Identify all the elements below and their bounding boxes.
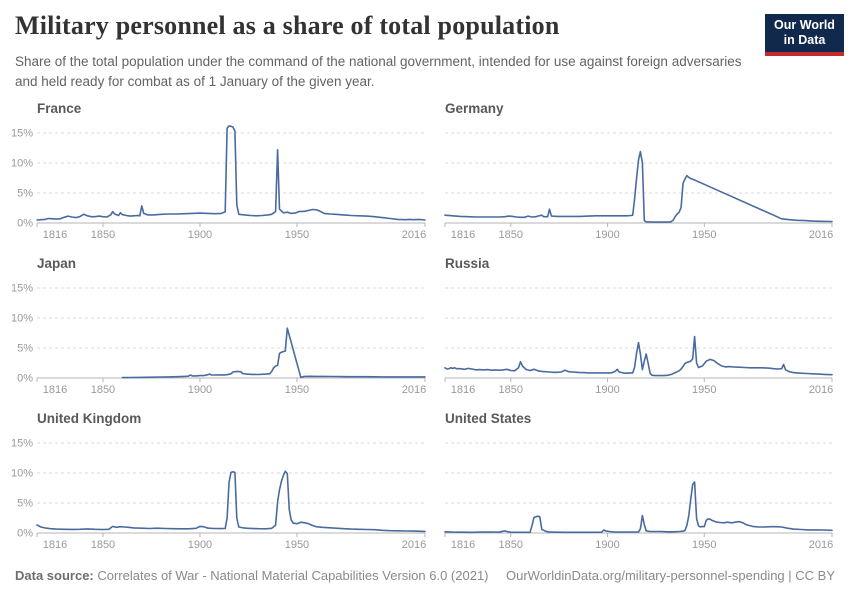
svg-text:1850: 1850	[499, 384, 523, 396]
svg-text:15%: 15%	[11, 283, 33, 295]
svg-text:2016: 2016	[809, 229, 833, 241]
svg-text:2016: 2016	[809, 384, 833, 396]
svg-text:1850: 1850	[91, 229, 115, 241]
panel-title-france: France	[37, 101, 82, 116]
svg-text:1816: 1816	[451, 384, 475, 396]
svg-text:2016: 2016	[809, 539, 833, 551]
svg-text:2016: 2016	[402, 384, 426, 396]
svg-text:15%: 15%	[11, 128, 33, 140]
owid-logo-line2: in Data	[783, 33, 826, 47]
svg-text:2016: 2016	[402, 229, 426, 241]
svg-text:1816: 1816	[43, 384, 67, 396]
france-line-chart: 1816 1850 1900 1950 2016 15% 10% 5% 0%	[11, 124, 426, 241]
svg-text:1816: 1816	[451, 229, 475, 241]
russia-line-chart: 1816 1850 1900 1950 2016	[444, 287, 833, 396]
svg-text:1850: 1850	[91, 384, 115, 396]
united-kingdom-line-chart: 1816 1850 1900 1950 2016 15% 10% 5% 0%	[11, 438, 426, 552]
united-states-line-chart: 1816 1850 1900 1950 2016	[444, 442, 833, 551]
svg-text:1950: 1950	[285, 539, 309, 551]
chart-panel-united-kingdom: United Kingdom 1816 1850 1900 1950 2016 15% 10…	[0, 410, 426, 552]
svg-text:1950: 1950	[692, 539, 716, 551]
svg-text:5%: 5%	[17, 343, 33, 355]
svg-text:0%: 0%	[17, 218, 33, 230]
japan-line-chart: 1816 1850 1900 1950 2016 15% 10% 5% 0%	[11, 283, 426, 397]
germany-line-chart: 1816 1850 1900 1950 2016	[444, 132, 833, 241]
page-title: Military personnel as a share of total p…	[15, 11, 560, 40]
svg-text:15%: 15%	[11, 438, 33, 450]
svg-text:1816: 1816	[451, 539, 475, 551]
svg-text:10%: 10%	[11, 468, 33, 480]
svg-text:2016: 2016	[402, 539, 426, 551]
svg-text:1950: 1950	[692, 384, 716, 396]
svg-text:0%: 0%	[17, 528, 33, 540]
svg-text:5%: 5%	[17, 188, 33, 200]
panel-title-united-kingdom: United Kingdom	[37, 411, 142, 426]
panel-title-japan: Japan	[37, 256, 77, 271]
chart-panel-united-states: United States 1816 1850 1900 1950 2016	[408, 410, 833, 552]
svg-text:1816: 1816	[43, 229, 67, 241]
owid-logo[interactable]: Our World in Data	[765, 14, 844, 56]
svg-text:1850: 1850	[91, 539, 115, 551]
svg-text:1816: 1816	[43, 539, 67, 551]
svg-text:5%: 5%	[17, 498, 33, 510]
chart-panel-germany: Germany 1816 1850 1900 1950 2016	[408, 100, 833, 242]
svg-text:1850: 1850	[499, 539, 523, 551]
chart-panel-japan: Japan 1816 1850 1900 1950 2016 15% 10% 5% 0%	[0, 255, 426, 397]
footer: Data source: Correlates of War - Nationa…	[15, 568, 835, 583]
svg-text:1950: 1950	[285, 229, 309, 241]
svg-text:1900: 1900	[188, 229, 212, 241]
svg-text:1850: 1850	[499, 229, 523, 241]
svg-text:1900: 1900	[595, 384, 619, 396]
panel-title-germany: Germany	[445, 101, 504, 116]
svg-text:1900: 1900	[188, 384, 212, 396]
svg-text:1900: 1900	[595, 539, 619, 551]
svg-text:10%: 10%	[11, 158, 33, 170]
chart-panel-france: France 1816 1850 1900 1950 2016 15% 10% 5% 0%	[0, 100, 426, 242]
panel-title-united-states: United States	[445, 411, 532, 426]
data-source-text: Correlates of War - National Material Ca…	[93, 568, 489, 583]
owid-url-license-link[interactable]: OurWorldinData.org/military-personnel-sp…	[506, 568, 835, 583]
chart-subtitle: Share of the total population under the …	[15, 54, 742, 90]
svg-text:1950: 1950	[692, 229, 716, 241]
svg-text:1950: 1950	[285, 384, 309, 396]
panel-title-russia: Russia	[445, 256, 490, 271]
svg-text:1900: 1900	[188, 539, 212, 551]
svg-text:10%: 10%	[11, 313, 33, 325]
data-source-label: Data source:	[15, 568, 94, 583]
svg-text:0%: 0%	[17, 373, 33, 385]
svg-text:1900: 1900	[595, 229, 619, 241]
owid-logo-line1: Our World	[774, 18, 835, 32]
chart-panel-russia: Russia 1816 1850 1900 1950 2016	[408, 255, 833, 397]
